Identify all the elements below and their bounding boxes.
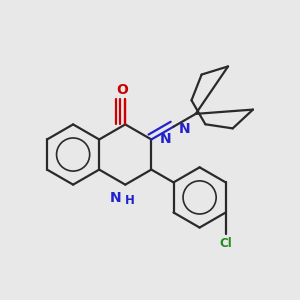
Text: N: N bbox=[110, 191, 121, 205]
Text: O: O bbox=[116, 83, 128, 97]
Text: Cl: Cl bbox=[219, 237, 232, 250]
Text: N: N bbox=[160, 133, 171, 146]
Text: N: N bbox=[179, 122, 190, 136]
Text: H: H bbox=[124, 194, 134, 207]
